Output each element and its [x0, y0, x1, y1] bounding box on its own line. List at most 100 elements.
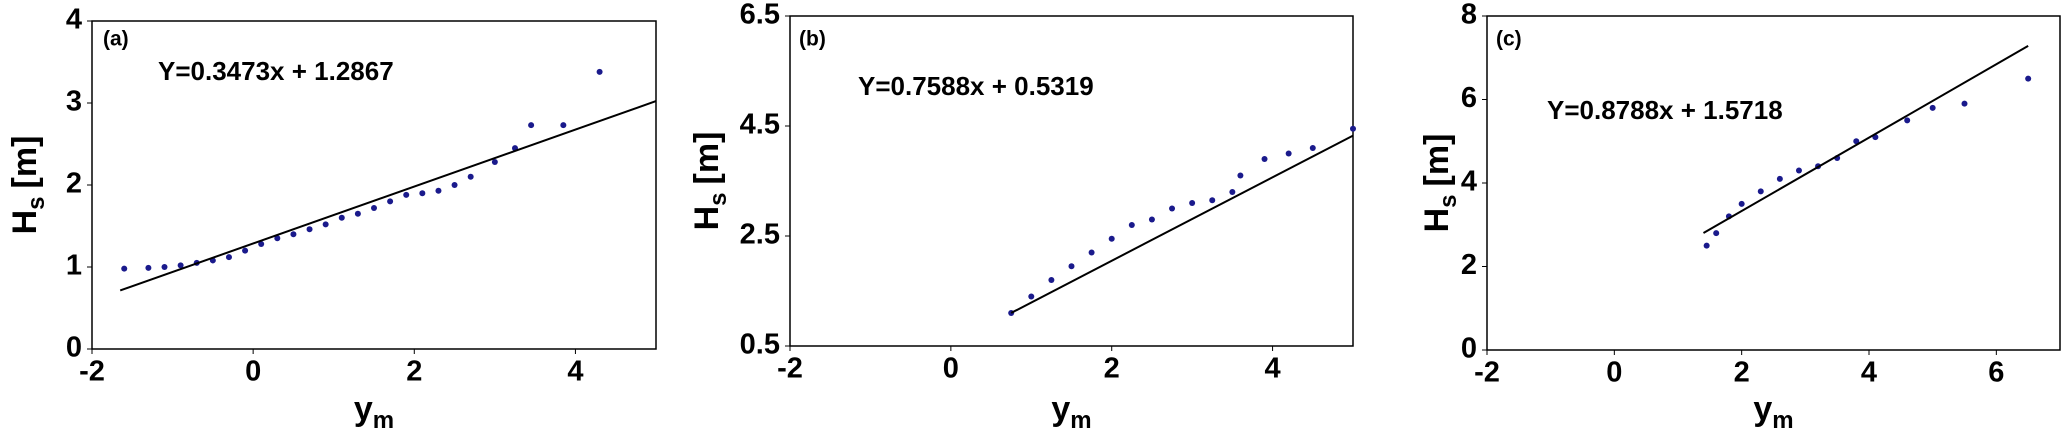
data-point — [274, 235, 281, 242]
data-point — [354, 210, 361, 217]
data-point — [306, 226, 313, 233]
panel-label: (a) — [103, 28, 129, 51]
data-point — [1703, 242, 1710, 249]
x-axis-label: ym — [1753, 390, 1793, 434]
x-label-sub: m — [373, 407, 394, 434]
panel-label: (c) — [1496, 28, 1522, 51]
y-label-main: H — [6, 210, 44, 235]
y-tick-label: 3 — [66, 86, 82, 118]
fit-line — [1702, 45, 2029, 234]
panel-label: (b) — [799, 28, 826, 51]
y-label-main: H — [688, 206, 726, 231]
x-tick-label: -2 — [79, 356, 105, 388]
equation: Y=0.8788x + 1.5718 — [1547, 95, 1783, 125]
data-point — [1853, 138, 1860, 145]
data-point — [560, 122, 567, 129]
data-point — [1309, 145, 1316, 151]
y-tick-label: 8 — [1461, 0, 1477, 31]
data-point — [1169, 205, 1176, 212]
y-tick-label: 0 — [1461, 333, 1477, 365]
data-point — [290, 231, 297, 238]
x-label-main: y — [1753, 390, 1772, 428]
data-point — [596, 68, 603, 75]
y-tick-label: 6 — [1461, 82, 1477, 114]
data-point — [1028, 293, 1035, 300]
data-point — [1108, 235, 1115, 242]
data-point — [1088, 249, 1095, 256]
y-label-unit: [m] — [6, 136, 44, 189]
data-point — [419, 190, 426, 197]
data-point — [435, 187, 442, 194]
y-tick-label: 6.5 — [740, 0, 780, 31]
data-point — [451, 182, 458, 188]
data-point — [371, 204, 377, 211]
data-point — [1209, 197, 1216, 204]
data-point — [1237, 172, 1244, 179]
y-label-sub: s — [1435, 194, 1462, 207]
x-label-sub: m — [1772, 407, 1793, 434]
data-point — [1148, 216, 1155, 223]
data-point — [338, 214, 345, 221]
x-axis-label: ym — [1051, 390, 1091, 434]
y-tick-label: 4 — [66, 4, 82, 36]
data-point — [242, 247, 249, 254]
y-axis-label: Hs [m] — [688, 132, 732, 231]
y-label-sub: s — [23, 196, 50, 209]
y-tick-label: 4.5 — [740, 109, 780, 141]
y-label-unit: [m] — [1418, 134, 1456, 187]
x-tick-label: 4 — [1265, 353, 1281, 385]
data-point — [1795, 167, 1802, 174]
y-label-main: H — [1418, 208, 1456, 233]
data-point — [1285, 150, 1292, 157]
y-tick-label: 0.5 — [740, 329, 780, 361]
y-label-unit: [m] — [688, 132, 726, 185]
x-label-main: y — [354, 390, 373, 428]
x-tick-label: 0 — [943, 353, 959, 385]
plot-frame — [789, 15, 1354, 347]
data-point — [1904, 117, 1911, 124]
fit-line — [119, 100, 657, 292]
x-tick-label: -2 — [777, 353, 803, 385]
data-point — [121, 265, 128, 272]
plot-frame — [1486, 15, 2061, 351]
x-tick-label: -2 — [1474, 357, 1500, 389]
x-tick-label: 0 — [1606, 357, 1622, 389]
panel: -2 0 2 4 0.5 2.5 4.5 6.5 (b) Y=0.7588x + 0.5319 ym… — [688, 0, 1356, 434]
y-tick-label: 2 — [1461, 249, 1477, 281]
x-axis-label: ym — [354, 390, 394, 434]
y-axis-label: Hs [m] — [1418, 134, 1462, 233]
y-tick-label: 2 — [66, 168, 82, 200]
x-tick-label: 2 — [1734, 357, 1750, 389]
data-point — [1961, 100, 1968, 107]
data-point — [1128, 222, 1135, 228]
data-point — [1261, 156, 1268, 162]
x-tick-label: 2 — [1104, 353, 1120, 385]
data-point — [1229, 189, 1236, 195]
fit-line — [1010, 134, 1354, 314]
data-point — [403, 191, 410, 198]
data-point — [1757, 188, 1764, 195]
y-label-sub: s — [705, 192, 732, 205]
data-point — [1350, 125, 1356, 132]
data-point — [145, 264, 152, 271]
data-point — [177, 262, 184, 269]
data-point — [387, 198, 394, 205]
x-tick-label: 6 — [1988, 357, 2004, 389]
y-tick-label: 0 — [66, 332, 82, 364]
data-point — [467, 173, 474, 180]
x-label-main: y — [1051, 390, 1070, 428]
equation: Y=0.3473x + 1.2867 — [158, 56, 394, 86]
data-point — [225, 254, 232, 261]
data-point — [1776, 175, 1783, 182]
data-point — [1048, 277, 1055, 283]
x-label-sub: m — [1070, 407, 1091, 434]
data-point — [161, 264, 168, 270]
data-point — [1189, 200, 1196, 206]
data-point — [1713, 230, 1720, 237]
x-tick-label: 0 — [245, 356, 261, 388]
data-point — [528, 122, 535, 129]
y-axis-label: Hs [m] — [6, 136, 50, 235]
